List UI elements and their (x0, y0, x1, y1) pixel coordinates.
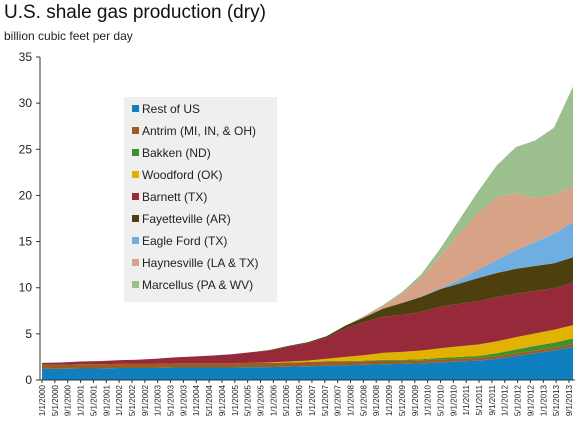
area-series-group (42, 86, 573, 380)
area-series-7 (42, 186, 573, 363)
area-series-3 (42, 325, 573, 365)
x-tick-label: 9/1/2006 (295, 384, 304, 416)
x-tick-label: 9/1/2008 (372, 384, 381, 416)
y-tick-label: 30 (19, 96, 33, 110)
area-series-1 (42, 344, 573, 369)
axes-group: 0 5 10 15 20 25 30 35 1/1/2000 5/1/2000 9/1/2000 1/… (19, 50, 575, 416)
legend-swatch (132, 127, 139, 134)
y-tick-label: 20 (19, 188, 33, 202)
y-tick-label: 15 (19, 235, 33, 249)
x-tick-label: 1/1/2005 (231, 384, 240, 416)
legend-swatch (132, 259, 139, 266)
x-tick-label: 9/1/2004 (218, 384, 227, 416)
x-tick-label: 1/1/2000 (38, 384, 47, 416)
x-tick-label: 1/1/2006 (269, 384, 278, 416)
legend-label: Fayetteville (AR) (142, 212, 231, 226)
y-tick-label: 5 (25, 327, 32, 341)
area-series-4 (42, 282, 573, 365)
x-tick-label: 1/1/2001 (77, 384, 86, 416)
legend-swatch (132, 171, 139, 178)
chart-title: U.S. shale gas production (dry) (4, 2, 266, 23)
legend-label: Rest of US (142, 102, 200, 116)
legend-label: Bakken (ND) (142, 146, 211, 160)
x-tick-label: 5/1/2003 (167, 384, 176, 416)
x-tick-label: 1/1/2009 (385, 384, 394, 416)
x-tick-label: 1/1/2013 (539, 384, 548, 416)
x-tick-label: 1/1/2011 (462, 384, 471, 415)
y-tick-label: 10 (19, 281, 33, 295)
x-tick-label: 5/1/2006 (282, 384, 291, 416)
legend-label: Woodford (OK) (142, 168, 222, 182)
x-tick-label: 1/1/2002 (115, 384, 124, 416)
x-tick-label: 9/1/2002 (141, 384, 150, 416)
x-tick-label: 5/1/2010 (436, 384, 445, 416)
x-tick-label: 1/1/2008 (346, 384, 355, 416)
area-series-8 (42, 86, 573, 363)
legend-background (124, 97, 277, 302)
x-tick-label: 5/1/2012 (514, 384, 523, 416)
y-tick-label: 0 (25, 373, 32, 387)
x-tick-label: 9/1/2003 (179, 384, 188, 416)
x-tick-label: 1/1/2003 (154, 384, 163, 416)
legend-swatch (132, 149, 139, 156)
area-series-0 (42, 346, 573, 380)
x-tick-label: 9/1/2013 (565, 384, 574, 416)
x-tick-label: 9/1/2011 (488, 384, 497, 415)
x-tick-label: 5/1/2013 (552, 384, 561, 416)
x-tick-label: 5/1/2001 (89, 384, 98, 416)
x-tick-label: 5/1/2009 (398, 384, 407, 416)
legend-label: Barnett (TX) (142, 190, 207, 204)
legend-label: Haynesville (LA & TX) (142, 256, 259, 270)
legend-swatch (132, 215, 139, 222)
x-tick-label: 1/1/2010 (424, 384, 433, 416)
x-tick-label: 5/1/2000 (51, 384, 60, 416)
legend-swatch (132, 237, 139, 244)
legend-swatch (132, 105, 139, 112)
legend: Rest of US Antrim (MI, IN, & OH) Bakken (N… (124, 97, 277, 302)
x-tick-label: 1/1/2004 (192, 384, 201, 416)
x-tick-label: 9/1/2009 (411, 384, 420, 416)
x-tick-label: 9/1/2012 (526, 384, 535, 416)
legend-label: Eagle Ford (TX) (142, 234, 227, 248)
area-series-2 (42, 338, 573, 365)
x-tick-label: 9/1/2010 (449, 384, 458, 416)
x-tick-label: 5/1/2005 (244, 384, 253, 416)
x-tick-label: 9/1/2000 (64, 384, 73, 416)
legend-swatch (132, 281, 139, 288)
y-tick-label: 35 (19, 50, 33, 64)
y-tick-label: 25 (19, 142, 33, 156)
x-tick-label: 9/1/2005 (257, 384, 266, 416)
x-tick-label: 9/1/2007 (334, 384, 343, 416)
x-tick-label: 5/1/2004 (205, 384, 214, 416)
x-tick-label: 1/1/2007 (308, 384, 317, 416)
chart-subtitle: billion cubic feet per day (4, 29, 133, 43)
x-tick-label: 1/1/2012 (501, 384, 510, 416)
x-tick-label: 5/1/2008 (359, 384, 368, 416)
x-tick-label: 9/1/2001 (102, 384, 111, 416)
legend-label: Antrim (MI, IN, & OH) (142, 124, 256, 138)
x-tick-label: 5/1/2007 (321, 384, 330, 416)
x-tick-label: 5/1/2002 (128, 384, 137, 416)
legend-label: Marcellus (PA & WV) (142, 278, 253, 292)
legend-swatch (132, 193, 139, 200)
x-tick-label: 5/1/2011 (475, 384, 484, 415)
